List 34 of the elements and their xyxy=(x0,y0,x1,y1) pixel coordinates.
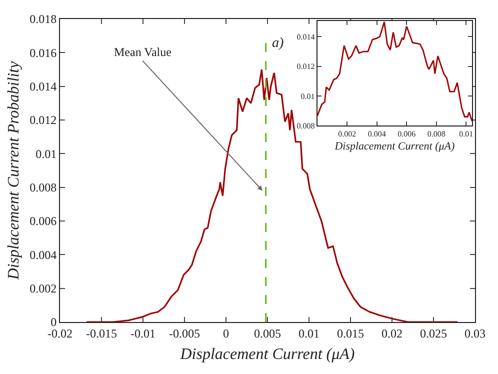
y-tick-label: 0.008 xyxy=(30,180,57,195)
y-tick-label: 0.016 xyxy=(30,46,57,60)
line-series xyxy=(86,68,458,322)
x-tick-label: -0.01 xyxy=(130,326,156,340)
y-tick-label: 0.006 xyxy=(30,214,57,228)
x-tick-label: 0.008 xyxy=(427,129,446,138)
x-tick-label: 0.005 xyxy=(254,326,281,340)
x-tick-label: 0.015 xyxy=(337,326,364,340)
y-tick-label: 0.01 xyxy=(36,146,57,161)
x-tick-label: 0.01 xyxy=(459,129,474,138)
y-tick-label: 0.008 xyxy=(296,121,315,130)
annotation: Mean Value xyxy=(114,45,172,59)
x-tick-label: -0.015 xyxy=(86,326,117,340)
x-tick-label: 0.02 xyxy=(382,326,402,340)
y-tick-label: 0.002 xyxy=(30,282,57,296)
x-tick-label: 0.03 xyxy=(464,326,486,340)
y-axis-title: Displacement Current Probability xyxy=(6,60,22,281)
x-axis-title: Displacement Current (μA) xyxy=(179,346,355,364)
y-tick-label: 0.014 xyxy=(30,80,57,94)
y-tick-label: 0.01 xyxy=(300,92,315,101)
annotation: a) xyxy=(272,36,284,51)
x-tick-label: 0 xyxy=(223,326,229,340)
x-tick-label: -0.005 xyxy=(169,326,200,340)
y-tick-label: 0.012 xyxy=(296,62,315,72)
x-axis-title: Displacement Current (μA) xyxy=(334,140,456,152)
y-tick-label: 0.014 xyxy=(296,32,315,42)
line-series xyxy=(317,21,472,122)
y-tick-label: 0.004 xyxy=(30,248,57,262)
x-tick-label: 0.006 xyxy=(398,129,416,138)
y-tick-label: 0.012 xyxy=(30,113,57,128)
x-tick-label: 0.002 xyxy=(338,129,356,138)
y-tick-label: 0.018 xyxy=(30,12,57,26)
x-tick-label: 0.025 xyxy=(420,326,447,340)
x-tick-label: 0.004 xyxy=(368,129,386,138)
